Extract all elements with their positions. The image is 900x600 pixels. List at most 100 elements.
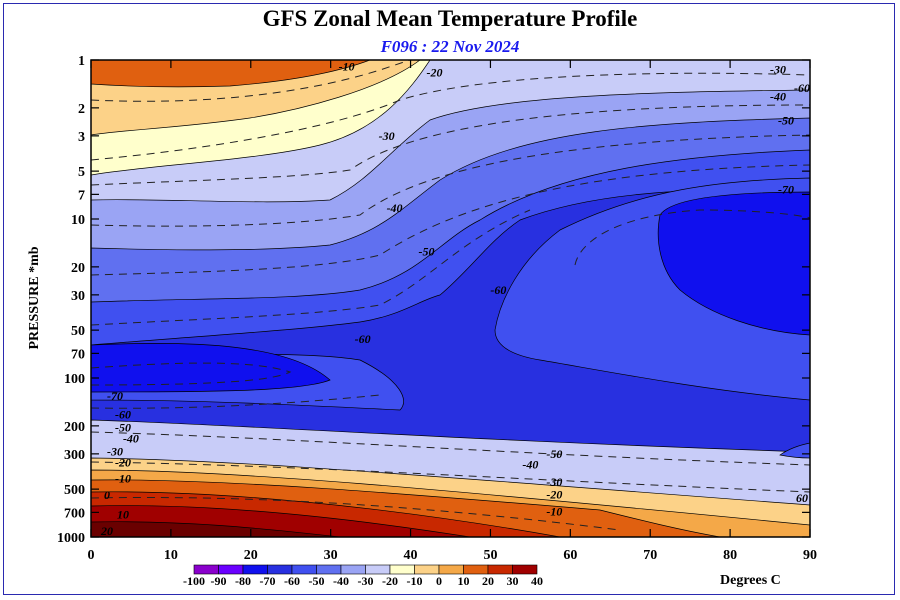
y-tick-label: 5 bbox=[78, 165, 85, 180]
colorbar-swatch bbox=[340, 564, 366, 575]
contour-label: -50 bbox=[115, 421, 131, 435]
contour-label: -30 bbox=[770, 63, 786, 77]
contour-label: -70 bbox=[107, 389, 123, 403]
colorbar: -100 -90 -80 -70 -60 -50 -40 -30 -20 -10 0 10 20 30 40… bbox=[183, 564, 781, 588]
y-tick-label: 1 bbox=[78, 54, 85, 69]
x-tick-label: 20 bbox=[244, 548, 258, 563]
contour-label: -20 bbox=[546, 487, 562, 501]
contour-label: -60 bbox=[115, 408, 131, 422]
isotherm-dashed-7 bbox=[91, 362, 292, 386]
colorbar-tick-label: 30 bbox=[507, 574, 519, 588]
y-tick-label: 70 bbox=[71, 347, 85, 362]
isotherm-dashed-11 bbox=[91, 496, 621, 531]
temperature-bands bbox=[91, 60, 810, 537]
colorbar-swatch bbox=[267, 564, 293, 575]
colorbar-swatch bbox=[463, 564, 489, 575]
contour-label: -10 bbox=[115, 472, 131, 486]
colorbar-swatch bbox=[218, 564, 244, 575]
colorbar-swatch bbox=[316, 564, 342, 575]
y-tick-label: 50 bbox=[71, 324, 85, 339]
isotherm-dashed-10 bbox=[91, 461, 810, 493]
colorbar-swatch bbox=[487, 564, 513, 575]
colorbar-tick-label: -70 bbox=[260, 574, 276, 588]
y-tick-label: 10 bbox=[71, 213, 85, 228]
contour-label: -60 bbox=[490, 283, 506, 297]
contour-label: 10 bbox=[117, 507, 129, 521]
colorbar-swatch bbox=[291, 564, 317, 575]
isotherm-dashed-9 bbox=[91, 431, 810, 466]
x-tick-label: 10 bbox=[164, 548, 178, 563]
y-tick-label: 300 bbox=[64, 448, 85, 463]
band-19 bbox=[657, 191, 810, 336]
colorbar-tick-label: -30 bbox=[358, 574, 374, 588]
contour-label: -10 bbox=[546, 504, 562, 518]
contour-label: 20 bbox=[100, 524, 113, 538]
colorbar-tick-label: -50 bbox=[309, 574, 325, 588]
colorbar-tick-label: -20 bbox=[382, 574, 398, 588]
colorbar-swatch bbox=[193, 564, 219, 575]
isotherm-dashed-2 bbox=[91, 104, 810, 186]
band-17 bbox=[91, 343, 331, 393]
y-tick-label: 1000 bbox=[57, 531, 85, 546]
x-tick-label: 40 bbox=[404, 548, 418, 563]
isotherm-dashed-1 bbox=[91, 72, 810, 161]
colorbar-swatch bbox=[414, 564, 440, 575]
plot-frame bbox=[3, 3, 895, 595]
contour-label: -40 bbox=[522, 458, 538, 472]
isotherm-dashed-5 bbox=[91, 209, 531, 326]
contour-label: 60 bbox=[796, 491, 808, 505]
contour-label: -30 bbox=[107, 445, 123, 459]
isotherm-dashed-4 bbox=[91, 164, 810, 276]
chart-subtitle: F096 : 22 Nov 2024 bbox=[380, 37, 520, 56]
band-2 bbox=[91, 60, 371, 88]
contour-label: -20 bbox=[115, 456, 131, 470]
contour-label: -40 bbox=[387, 201, 403, 215]
contour-label: -50 bbox=[419, 244, 435, 258]
y-tick-label: 500 bbox=[64, 483, 85, 498]
contour-labels: -10 -20-30-40-50-60-60-30-40-50-60-70-70-… bbox=[100, 60, 810, 539]
y-tick-label: 100 bbox=[64, 372, 85, 387]
colorbar-tick-label: -40 bbox=[333, 574, 349, 588]
colorbar-tick-label: -100 bbox=[183, 574, 205, 588]
x-tick-label: 80 bbox=[723, 548, 737, 563]
colorbar-swatch bbox=[242, 564, 268, 575]
colorbar-swatch bbox=[438, 564, 464, 575]
isotherm-dashed-8 bbox=[91, 394, 381, 409]
x-tick-label: 0 bbox=[88, 548, 95, 563]
y-tick-label: 2 bbox=[78, 102, 85, 117]
contour-label: -50 bbox=[546, 447, 562, 461]
colorbar-swatch bbox=[512, 564, 538, 575]
colorbar-tick-label: 40 bbox=[531, 574, 543, 588]
y-tick-label: 20 bbox=[71, 261, 85, 276]
isotherm-dashed-0 bbox=[91, 60, 411, 102]
x-tick-label: 50 bbox=[483, 548, 497, 563]
colorbar-tick-label: 10 bbox=[458, 574, 470, 588]
y-tick-label: 30 bbox=[71, 289, 85, 304]
colorbar-tick-label: 20 bbox=[482, 574, 494, 588]
contour-label: -20 bbox=[427, 66, 443, 80]
contour-label: -60 bbox=[794, 81, 810, 95]
colorbar-tick-label: -90 bbox=[211, 574, 227, 588]
colorbar-tick-label: -60 bbox=[284, 574, 300, 588]
y-axis-label: PRESSURE *mb bbox=[27, 246, 42, 349]
x-tick-label: 70 bbox=[643, 548, 657, 563]
x-tick-label: 60 bbox=[563, 548, 577, 563]
contour-label: -50 bbox=[778, 113, 794, 127]
contour-label: -10 bbox=[339, 60, 355, 74]
contour-label: 0 bbox=[104, 488, 110, 502]
x-tick-label: 30 bbox=[324, 548, 338, 563]
colorbar-swatch bbox=[389, 564, 415, 575]
x-tick-label: 90 bbox=[803, 548, 817, 563]
contour-label: -40 bbox=[123, 431, 139, 445]
axes: 0 10 20 30 40 50 60 70 80 90123571020305070100200… bbox=[57, 54, 817, 563]
y-tick-label: 700 bbox=[64, 506, 85, 521]
colorbar-label: Degrees C bbox=[720, 573, 781, 588]
colorbar-tick-label: -80 bbox=[235, 574, 251, 588]
colorbar-tick-label: -10 bbox=[407, 574, 423, 588]
dashed-isotherms bbox=[91, 60, 810, 531]
contour-label: -60 bbox=[355, 332, 371, 346]
contour-label: -70 bbox=[778, 182, 794, 196]
contour-label: -30 bbox=[379, 129, 395, 143]
contour-label: -40 bbox=[770, 90, 786, 104]
